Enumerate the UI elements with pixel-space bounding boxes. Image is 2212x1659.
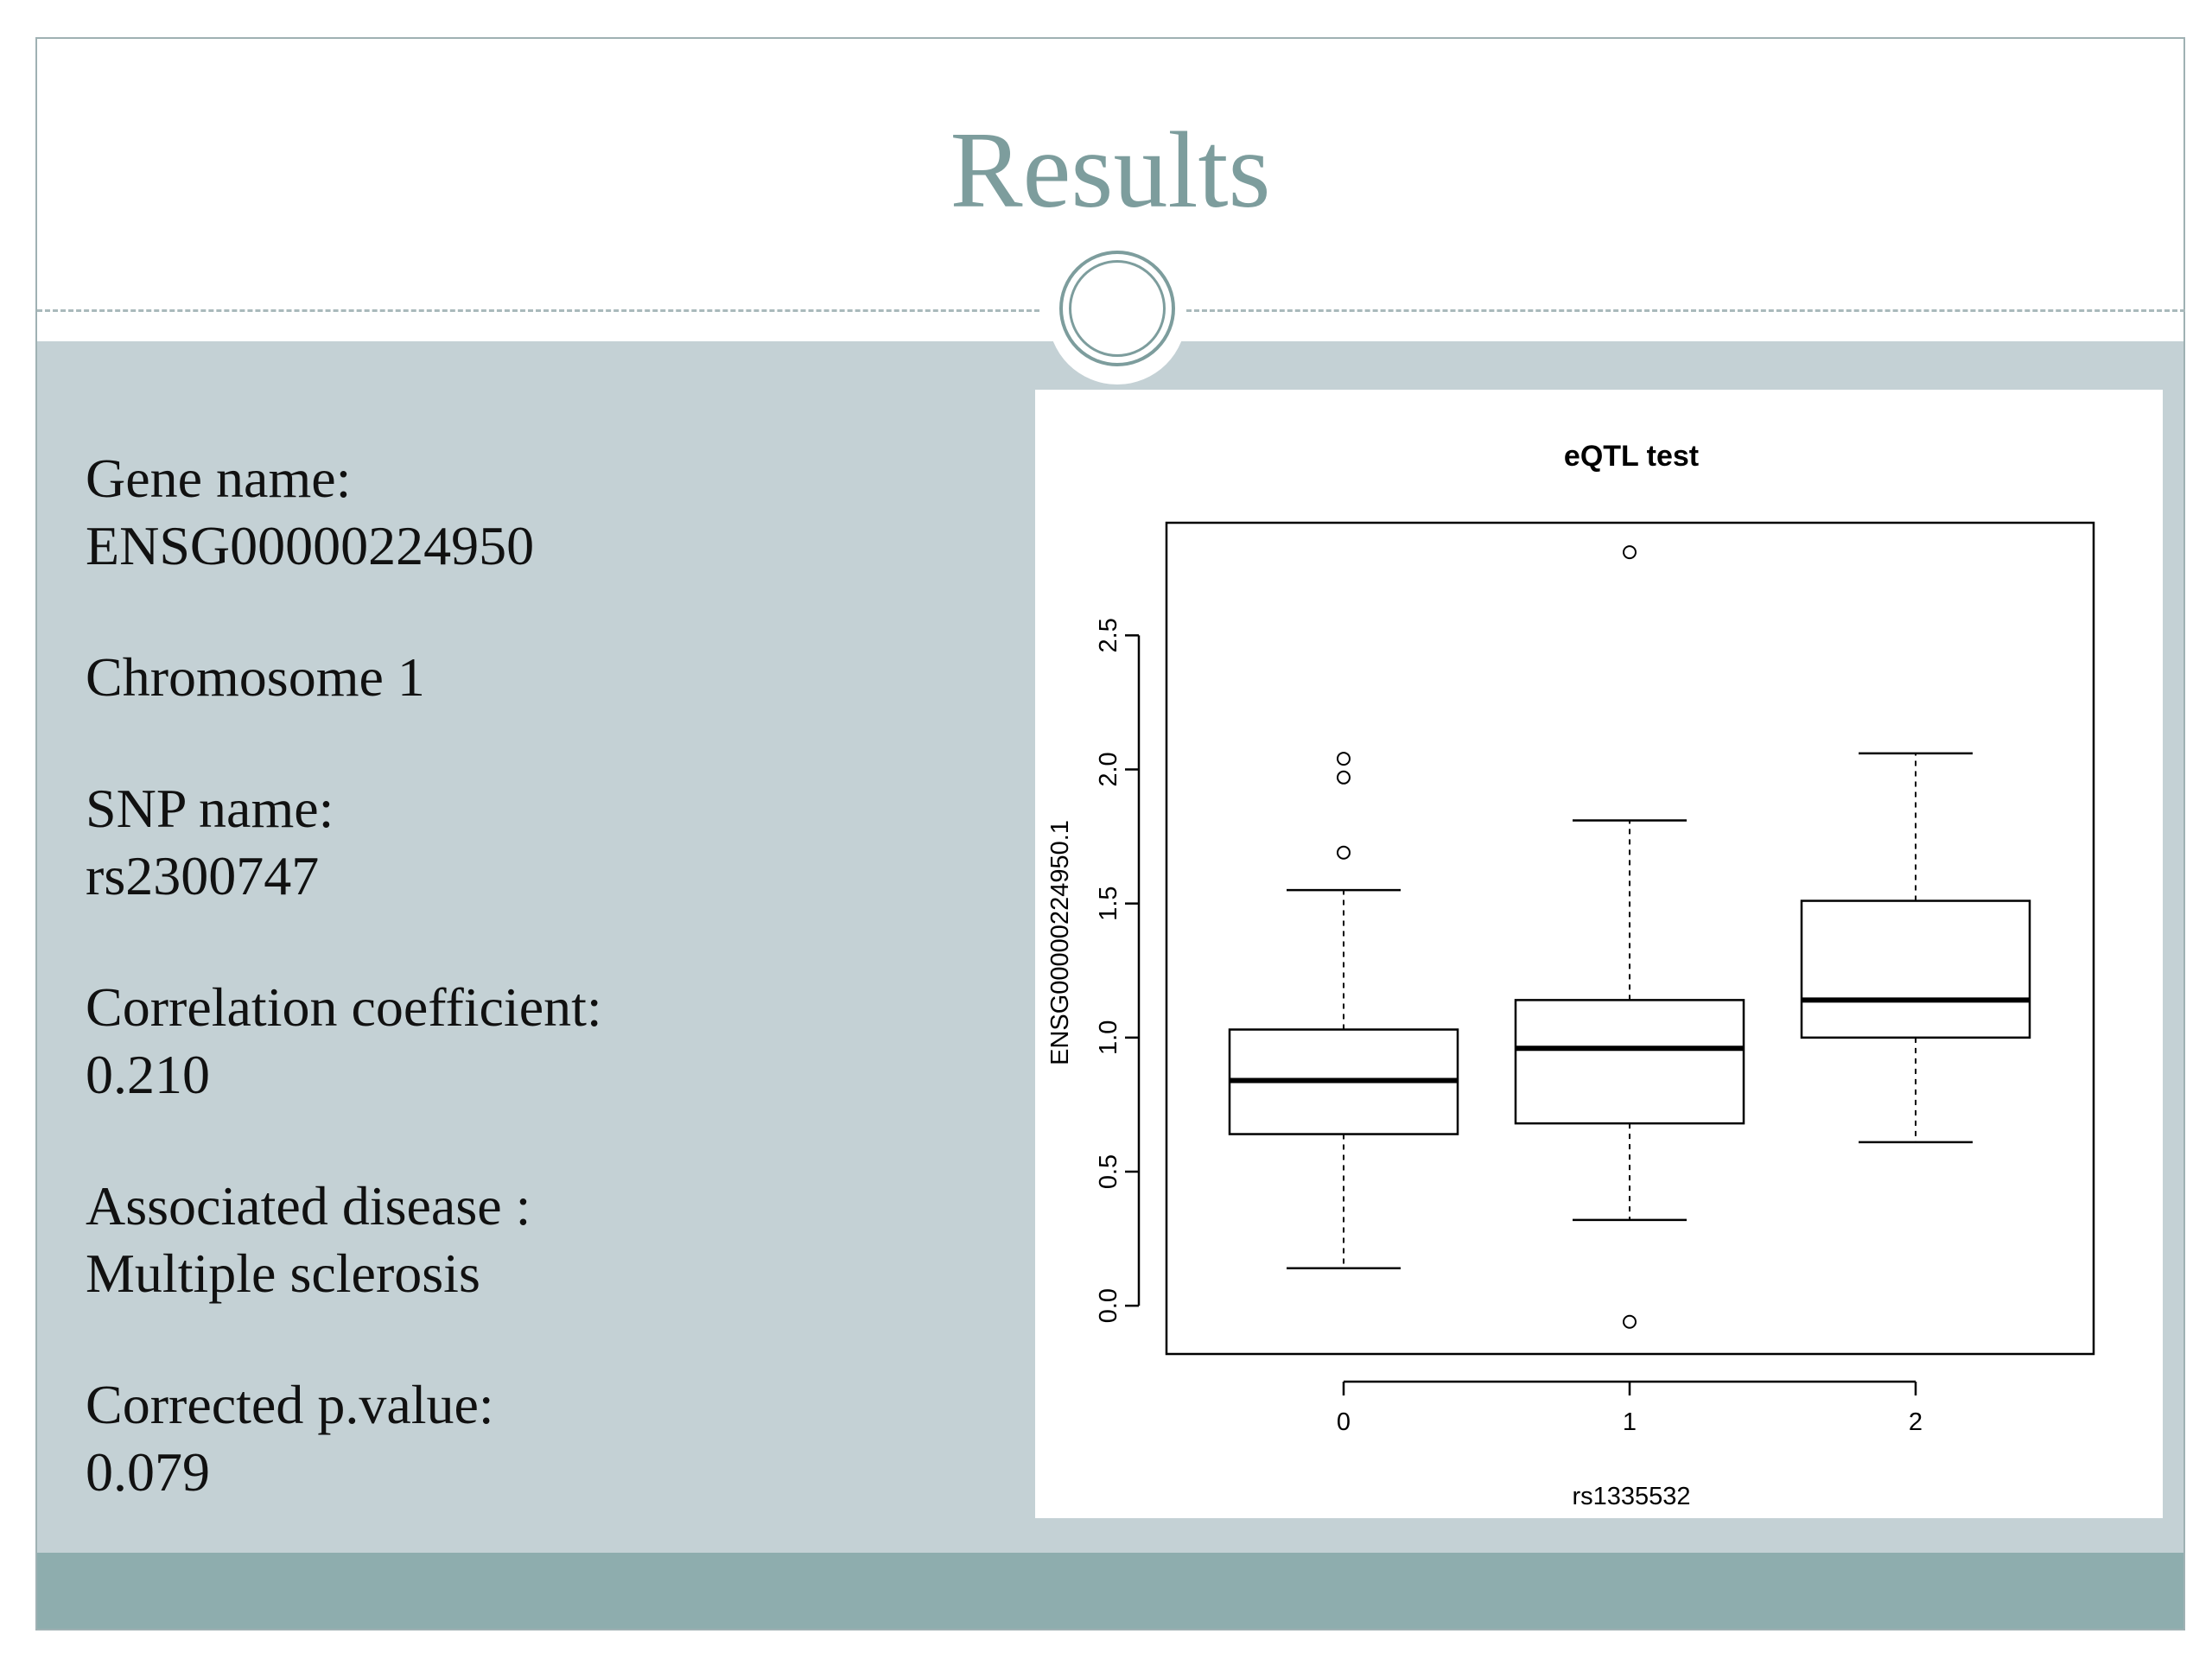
chart-title: eQTL test: [1564, 440, 1699, 473]
detail-label: Chromosome 1: [86, 646, 425, 708]
detail-label: Corrected p.value:: [86, 1374, 494, 1435]
y-tick-label: 1.0: [1095, 1020, 1122, 1055]
x-tick-label: 0: [1337, 1408, 1351, 1436]
x-axis-label: rs1335532: [1572, 1483, 1690, 1510]
detail-snp-name: SNP name: rs2300747: [86, 775, 1036, 910]
y-tick-label: 2.5: [1095, 618, 1122, 652]
detail-correlation: Correlation coefficient: 0.210: [86, 974, 1036, 1109]
footer-band: [37, 1553, 2183, 1629]
box-iqr: [1514, 999, 1745, 1125]
detail-value: 0.079: [86, 1441, 210, 1503]
title-divider-left: [37, 309, 1039, 312]
plot-frame: [1165, 521, 2095, 1356]
x-tick-label: 2: [1909, 1408, 1923, 1436]
outlier-point: [1337, 845, 1351, 860]
detail-value: rs2300747: [86, 845, 320, 906]
y-tick-label: 0.0: [1095, 1288, 1122, 1323]
result-details: Gene name: ENSG00000224950 Chromosome 1 …: [86, 445, 1036, 1570]
detail-label: Gene name:: [86, 448, 352, 509]
detail-label: SNP name:: [86, 778, 334, 839]
box-iqr: [1800, 899, 2031, 1039]
detail-gene-name: Gene name: ENSG00000224950: [86, 445, 1036, 580]
divider-circle-ring: [1059, 251, 1175, 366]
y-axis-label: ENSG00000224950.1: [1046, 820, 1074, 1065]
detail-chromosome: Chromosome 1: [86, 644, 1036, 711]
detail-value: ENSG00000224950: [86, 515, 535, 576]
eqtl-boxplot: eQTL test rs1335532 ENSG00000224950.1 0.…: [1046, 440, 2095, 1510]
detail-label: Correlation coefficient:: [86, 976, 602, 1038]
y-tick-label: 0.5: [1095, 1154, 1122, 1189]
outlier-point: [1337, 752, 1351, 766]
outlier-point: [1623, 1314, 1637, 1329]
outlier-point: [1623, 545, 1637, 560]
eqtl-chart: eQTL test rs1335532 ENSG00000224950.1 0.…: [1035, 390, 2163, 1518]
y-tick-label: 1.5: [1095, 886, 1122, 920]
y-tick-label: 2.0: [1095, 752, 1122, 786]
title-divider-right: [1186, 309, 2185, 312]
slide-title: Results: [950, 111, 1271, 231]
x-tick-label: 1: [1623, 1408, 1637, 1436]
detail-p-value: Corrected p.value: 0.079: [86, 1371, 1036, 1506]
detail-value: 0.210: [86, 1044, 210, 1105]
detail-value: Multiple sclerosis: [86, 1243, 480, 1304]
outlier-point: [1337, 770, 1351, 785]
divider-circle-inner-ring: [1069, 260, 1166, 357]
detail-disease: Associated disease : Multiple sclerosis: [86, 1173, 1036, 1307]
slide: Results Gene name: ENSG00000224950 Chrom…: [35, 37, 2185, 1630]
detail-label: Associated disease :: [86, 1175, 531, 1236]
